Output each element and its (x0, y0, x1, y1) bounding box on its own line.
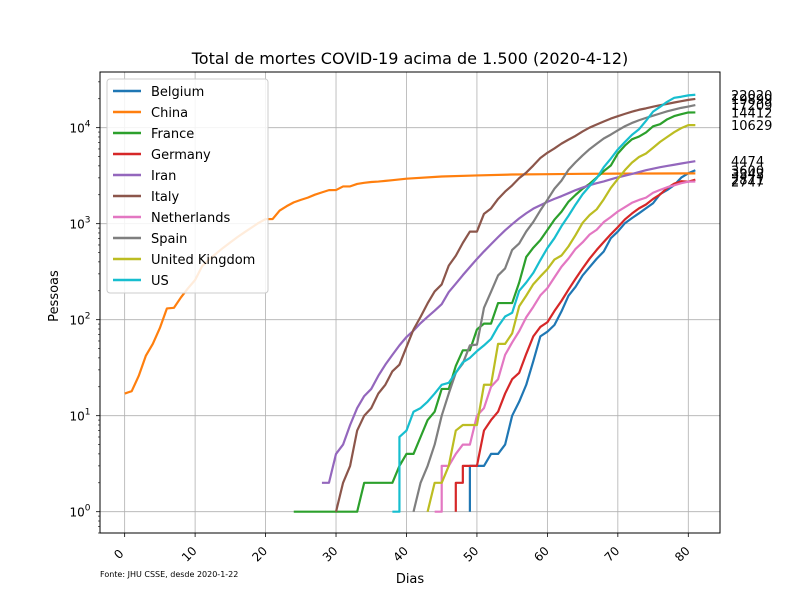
legend: Belgium China France Germany Iran Italy Nether… (106, 78, 269, 294)
x-tick-label: 50 (461, 544, 482, 565)
series-line-netherlands (434, 180, 696, 513)
series-line-china (124, 172, 696, 395)
legend-item-france: France (151, 127, 194, 142)
x-tick-label: 0 (111, 547, 126, 562)
x-tick-label: 10 (179, 544, 200, 565)
end-label-united-kingdom: 10629 (731, 119, 772, 134)
legend-item-spain: Spain (151, 232, 187, 247)
legend-item-germany: Germany (151, 148, 211, 163)
end-label-china: 3343 (731, 167, 764, 182)
x-tick-label: 30 (320, 544, 341, 565)
legend-item-iran: Iran (151, 169, 176, 184)
y-tick-label: 100 (69, 504, 90, 520)
end-label-germany: 2871 (731, 174, 764, 189)
y-tick-label: 101 (69, 408, 90, 424)
series-line-france (293, 111, 696, 513)
y-tick-label: 104 (69, 120, 90, 136)
legend-item-italy: Italy (151, 190, 180, 205)
legend-box (106, 78, 269, 294)
x-tick-label: 20 (249, 544, 270, 565)
end-label-us: 22020 (731, 89, 772, 104)
y-tick-label: 103 (69, 216, 90, 232)
series-line-us (392, 93, 696, 513)
x-tick-label: 60 (531, 544, 552, 565)
end-label-france: 14412 (731, 106, 772, 121)
legend-item-united-kingdom: United Kingdom (151, 253, 255, 268)
x-axis-ticks: 0 10 20 30 40 50 60 70 80 (111, 533, 693, 565)
series-line-germany (454, 178, 696, 512)
end-label-italy: 19899 (731, 93, 772, 108)
legend-item-china: China (151, 106, 188, 121)
series-line-iran (321, 160, 696, 484)
y-tick-label: 102 (69, 312, 90, 328)
y-axis-ticks: 100 101 102 103 104 (69, 81, 100, 534)
y-axis-label: Pessoas (47, 270, 62, 322)
x-tick-label: 40 (390, 544, 411, 565)
end-label-spain: 17209 (731, 99, 772, 114)
series-line-italy (334, 97, 696, 512)
end-label-belgium: 3600 (731, 164, 764, 179)
x-tick-label: 70 (602, 544, 623, 565)
end-label-iran: 4474 (731, 155, 764, 170)
end-label-netherlands: 2747 (731, 176, 764, 191)
x-axis-label: Dias (396, 572, 425, 587)
legend-item-us: US (151, 274, 169, 289)
source-note: Fonte: JHU CSSE, desde 2020-1-22 (100, 570, 238, 579)
series-lines (124, 93, 696, 513)
gridlines (100, 72, 720, 533)
legend-item-belgium: Belgium (151, 85, 204, 100)
chart-title: Total de mortes COVID-19 acima de 1.500 … (191, 49, 629, 68)
legend-item-netherlands: Netherlands (151, 211, 230, 226)
plot-frame (99, 71, 721, 534)
series-line-spain (412, 103, 696, 512)
x-tick-label: 80 (672, 544, 693, 565)
series-line-united-kingdom (426, 124, 696, 512)
